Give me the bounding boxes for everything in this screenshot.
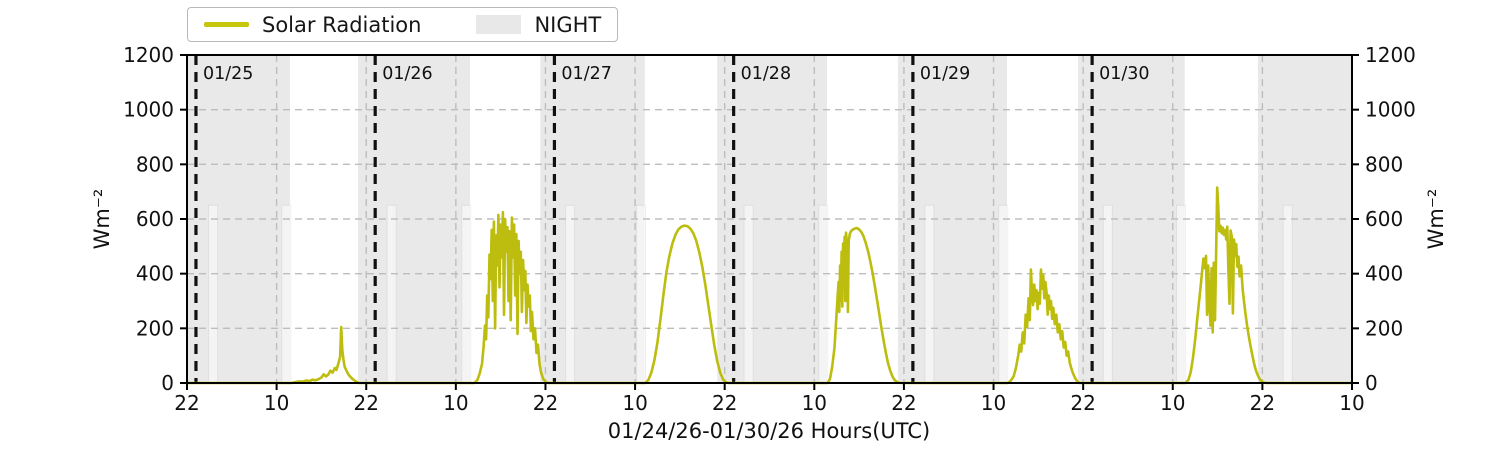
x-tick-label: 22 xyxy=(891,391,916,415)
twilight-bar xyxy=(636,204,647,384)
y-tick-label-right: 600 xyxy=(1365,207,1403,231)
twilight-bar xyxy=(743,204,754,384)
y-tick-label-right: 200 xyxy=(1365,316,1403,340)
legend-item-solar-radiation: Solar Radiation xyxy=(204,13,421,37)
legend-label-solar-radiation: Solar Radiation xyxy=(262,12,422,37)
x-tick-label: 22 xyxy=(1070,391,1095,415)
chart-legend: Solar Radiation NIGHT xyxy=(187,7,619,42)
x-tick-label: 22 xyxy=(712,391,737,415)
y-tick-label-left: 1200 xyxy=(123,43,174,67)
twilight-bar xyxy=(461,204,472,384)
legend-label-night: NIGHT xyxy=(534,12,602,37)
twilight-bar xyxy=(281,204,292,384)
y-tick-label-left: 200 xyxy=(136,316,174,340)
day-boundaries: 01/25 01/26 01/27 01/28 01/29 01/30 xyxy=(194,55,1150,383)
x-axis-label: 01/24/26-01/30/26 Hours(UTC) xyxy=(607,419,931,443)
y-tick-label-left: 400 xyxy=(136,262,174,286)
x-tick-label: 22 xyxy=(533,391,558,415)
y-tick-label-right: 1000 xyxy=(1365,98,1416,122)
twilight-bar xyxy=(924,204,935,384)
night-region xyxy=(1077,55,1185,383)
night-region xyxy=(717,55,828,383)
day-label: 01/27 xyxy=(561,64,611,84)
twilight-bar xyxy=(1102,204,1113,384)
y-tick-label-right: 400 xyxy=(1365,262,1403,286)
x-tick-label: 10 xyxy=(802,391,827,415)
axis-ticks: 0 0 200 200 400 400 600 600 800 800 1000 1000 1200 12… xyxy=(123,43,1416,415)
x-tick-label: 10 xyxy=(1160,391,1185,415)
y-tick-label-left: 0 xyxy=(161,371,174,395)
twilight-bar xyxy=(818,204,829,384)
x-tick-label: 10 xyxy=(1339,391,1364,415)
night-region xyxy=(540,55,645,383)
x-tick-label: 10 xyxy=(443,391,468,415)
y-axis-label-left: Wm⁻² xyxy=(90,188,114,250)
twilight-bar xyxy=(208,204,219,384)
twilight-bar xyxy=(386,204,397,384)
y-tick-label-right: 800 xyxy=(1365,152,1403,176)
y-tick-label-right: 0 xyxy=(1365,371,1378,395)
twilight-bar xyxy=(1282,204,1293,384)
gridlines xyxy=(186,55,1353,383)
y-tick-label-left: 1000 xyxy=(123,98,174,122)
x-tick-label: 22 xyxy=(174,391,199,415)
y-tick-label-right: 1200 xyxy=(1365,43,1416,67)
x-tick-label: 10 xyxy=(264,391,289,415)
twilight-bar xyxy=(1176,204,1186,384)
night-region xyxy=(897,55,1007,383)
day-label: 01/26 xyxy=(382,64,432,84)
day-label: 01/25 xyxy=(203,64,253,84)
day-label: 01/30 xyxy=(1099,64,1149,84)
twilight-bar xyxy=(565,204,576,384)
x-tick-label: 10 xyxy=(981,391,1006,415)
solar-radiation-line-icon xyxy=(204,22,249,27)
day-label: 01/29 xyxy=(920,64,970,84)
twilight-bar xyxy=(998,204,1009,384)
legend-item-night: NIGHT xyxy=(476,13,601,37)
solar-radiation-line xyxy=(185,186,1354,385)
night-patch-icon xyxy=(476,15,522,34)
y-axis-label-right: Wm⁻² xyxy=(1424,188,1448,250)
y-tick-label-left: 600 xyxy=(136,207,174,231)
day-label: 01/28 xyxy=(741,64,791,84)
x-tick-label: 22 xyxy=(1250,391,1275,415)
x-tick-label: 22 xyxy=(354,391,379,415)
x-tick-label: 10 xyxy=(622,391,647,415)
twilight-bars xyxy=(208,204,1293,384)
y-tick-label-left: 800 xyxy=(136,152,174,176)
